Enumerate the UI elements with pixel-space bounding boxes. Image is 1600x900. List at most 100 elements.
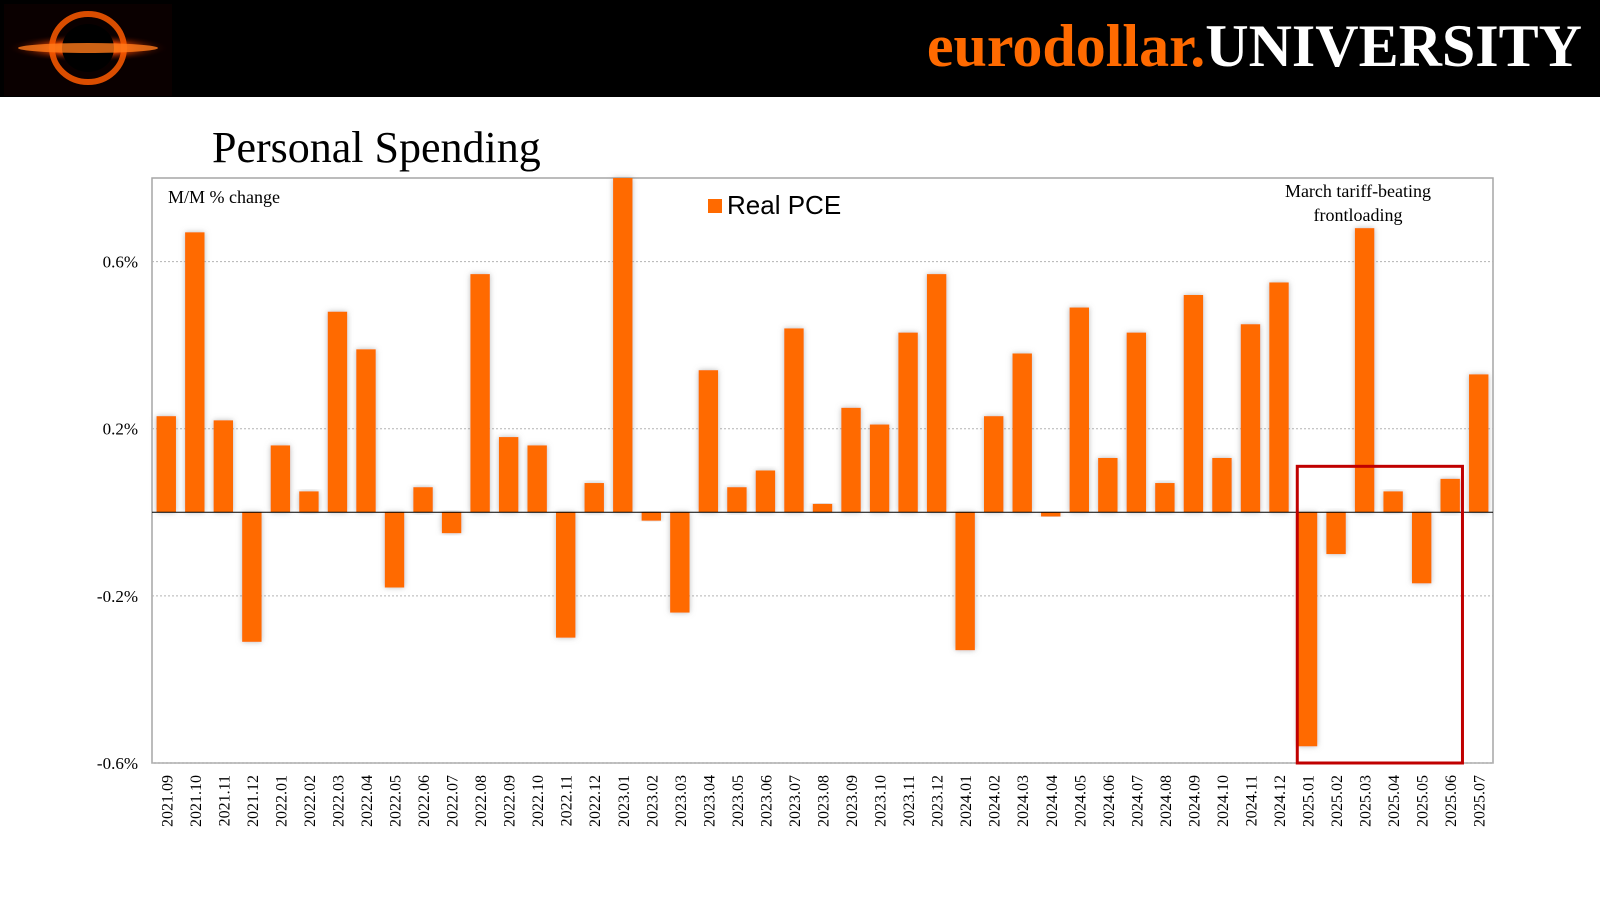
x-tick-label: 2021.10	[188, 775, 205, 827]
x-tick-label: 2021.11	[216, 775, 233, 826]
bar-2023.03	[670, 512, 690, 613]
bar-2024.01	[955, 512, 975, 651]
x-tick-label: 2023.02	[644, 775, 661, 827]
legend-label: Real PCE	[727, 190, 841, 220]
x-tick-label: 2022.05	[388, 775, 405, 827]
bar-2022.08	[470, 274, 490, 513]
x-tick-label: 2025.04	[1386, 775, 1403, 827]
legend-swatch	[708, 199, 722, 213]
page-title: Personal Spending	[212, 123, 541, 172]
x-tick-label: 2022.02	[302, 775, 319, 827]
bar-2022.03	[327, 311, 348, 513]
bar-2022.06	[413, 487, 433, 513]
bar-2025.05	[1411, 512, 1432, 584]
x-tick-label: 2025.05	[1415, 775, 1432, 827]
bar-2025.07	[1469, 374, 1489, 513]
bar-2024.05	[1069, 307, 1089, 513]
bar-2022.07	[441, 512, 462, 534]
x-tick-label: 2023.01	[616, 775, 633, 827]
x-tick-label: 2024.07	[1129, 775, 1146, 827]
x-tick-label: 2023.03	[673, 775, 690, 827]
x-tick-label: 2022.04	[359, 775, 376, 827]
bar-2022.02	[299, 491, 319, 513]
bar-2023.05	[727, 487, 747, 513]
bar-2024.02	[983, 416, 1004, 513]
bar-2023.10	[869, 424, 890, 513]
x-tick-label: 2024.05	[1072, 775, 1089, 827]
bar-2021.10	[185, 232, 205, 513]
eye-of-sauron-logo	[4, 4, 172, 96]
annotation: March tariff-beating frontloading	[1285, 181, 1431, 225]
x-tick-label: 2025.01	[1301, 775, 1318, 827]
plot-area-frame	[151, 177, 1494, 764]
x-tick-label: 2023.10	[873, 775, 890, 827]
bar-2023.09	[841, 407, 861, 513]
bar-2021.12	[242, 512, 262, 642]
x-tick-label: 2023.05	[730, 775, 747, 827]
bar-2024.08	[1155, 483, 1175, 513]
x-tick-label: 2021.12	[245, 775, 262, 827]
brand-suffix: UNIVERSITY	[1205, 13, 1582, 79]
x-tick-label: 2023.07	[787, 775, 804, 827]
bar-2025.01	[1297, 512, 1318, 747]
x-tick-label: 2025.02	[1329, 775, 1346, 827]
x-tick-label: 2023.06	[758, 775, 775, 827]
x-tick-label: 2025.03	[1358, 775, 1375, 827]
bar-2024.06	[1098, 457, 1118, 513]
y-tick-label: -0.2%	[97, 587, 138, 606]
x-tick-label: 2025.06	[1443, 775, 1460, 827]
bar-2023.11	[898, 332, 918, 513]
bar-2022.11	[556, 512, 576, 638]
x-tick-label: 2021.09	[159, 775, 176, 827]
bar-2024.04	[1041, 512, 1061, 517]
bar-2022.09	[498, 437, 519, 513]
x-tick-label: 2022.09	[502, 775, 519, 827]
bar-2021.09	[156, 416, 176, 513]
x-tick-label: 2022.12	[587, 775, 604, 827]
y-tick-label: 0.6%	[103, 253, 138, 272]
x-tick-label: 2024.08	[1158, 775, 1175, 827]
chart-subtitle: M/M % change	[168, 187, 280, 207]
x-tick-label: 2024.03	[1015, 775, 1032, 827]
bar-2022.01	[270, 445, 291, 513]
bar-2025.03	[1354, 228, 1375, 513]
x-tick-label: 2022.07	[445, 775, 462, 827]
x-tick-label: 2023.08	[816, 775, 833, 827]
bar-2023.01	[613, 178, 633, 513]
x-tick-label: 2022.10	[530, 775, 547, 827]
x-tick-label: 2022.03	[330, 775, 347, 827]
x-tick-label: 2024.02	[987, 775, 1004, 827]
x-tick-label: 2024.01	[958, 775, 975, 827]
bar-2023.06	[755, 470, 776, 513]
x-tick-label: 2023.12	[930, 775, 947, 827]
x-tick-label: 2024.12	[1272, 775, 1289, 827]
bar-2022.04	[356, 349, 376, 513]
y-tick-label: -0.6%	[97, 754, 138, 773]
x-tick-label: 2022.01	[273, 775, 290, 827]
x-tick-label: 2023.09	[844, 775, 861, 827]
bar-2024.07	[1126, 332, 1147, 513]
x-tick-label: 2024.06	[1101, 775, 1118, 827]
bar-2021.11	[213, 420, 234, 513]
bar-2024.03	[1012, 353, 1032, 513]
bar-2022.05	[384, 512, 405, 588]
bar-2024.10	[1212, 457, 1232, 513]
bar-2025.04	[1383, 491, 1403, 513]
x-tick-label: 2024.11	[1243, 775, 1260, 826]
x-tick-label: 2023.04	[701, 775, 718, 827]
y-tick-label: 0.2%	[103, 420, 138, 439]
x-tick-label: 2022.08	[473, 775, 490, 827]
bar-2023.08	[812, 503, 833, 513]
x-tick-label: 2024.10	[1215, 775, 1232, 827]
bar-2024.12	[1269, 282, 1289, 513]
x-tick-label: 2022.11	[559, 775, 576, 826]
x-tick-label: 2025.07	[1472, 775, 1489, 827]
bar-2023.04	[698, 370, 719, 513]
bar-2022.10	[527, 445, 547, 513]
x-tick-label: 2024.09	[1186, 775, 1203, 827]
annotation-line-2: frontloading	[1314, 205, 1403, 225]
bar-2025.06	[1440, 478, 1460, 513]
x-tick-label: 2022.06	[416, 775, 433, 827]
header-bar: eurodollar.UNIVERSITY	[0, 0, 1600, 97]
